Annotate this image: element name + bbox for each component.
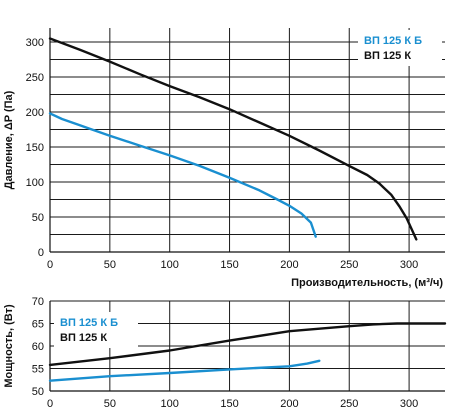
legend-entry: ВП 125 К xyxy=(60,332,107,344)
x-tick-label: 250 xyxy=(340,398,358,410)
x-axis-label: Производительность, (м³/ч) xyxy=(291,277,443,289)
y-tick-label: 70 xyxy=(32,296,44,308)
series-line xyxy=(48,37,418,241)
x-tick-label: 0 xyxy=(47,398,53,410)
series-line xyxy=(48,359,321,382)
legend-entry: ВП 125 К Б xyxy=(60,317,118,329)
y-tick-label: 150 xyxy=(26,142,44,154)
legend-entry: ВП 125 К Б xyxy=(364,35,422,47)
series-line xyxy=(48,112,317,238)
x-tick-label: 100 xyxy=(161,398,179,410)
chart-pressure xyxy=(48,28,445,253)
y-tick-label: 250 xyxy=(26,72,44,84)
y-tick-label: 60 xyxy=(32,341,44,353)
y-tick-label: 300 xyxy=(26,37,44,49)
x-tick-label: 150 xyxy=(220,398,238,410)
y-tick-label: 200 xyxy=(26,107,44,119)
x-tick-label: 200 xyxy=(280,398,298,410)
legend-box xyxy=(54,312,138,348)
x-tick-label: 300 xyxy=(400,259,418,271)
x-tick-label: 300 xyxy=(400,398,418,410)
y-tick-label: 100 xyxy=(26,177,44,189)
x-tick-label: 200 xyxy=(280,259,298,271)
legend-box xyxy=(358,30,442,66)
y-tick-label: 0 xyxy=(38,247,44,259)
y-tick-label: 65 xyxy=(32,319,44,331)
x-tick-label: 0 xyxy=(47,259,53,271)
y-tick-label: 50 xyxy=(32,212,44,224)
series-line xyxy=(48,322,447,367)
x-tick-label: 50 xyxy=(104,398,116,410)
x-tick-label: 100 xyxy=(161,259,179,271)
legend-entry: ВП 125 К xyxy=(364,50,411,62)
x-tick-label: 250 xyxy=(340,259,358,271)
y-axis-label: Мощность, (Вт) xyxy=(3,304,15,388)
y-tick-label: 55 xyxy=(32,364,44,376)
x-tick-label: 150 xyxy=(220,259,238,271)
y-tick-label: 50 xyxy=(32,386,44,398)
y-axis-label: Давление, ΔP (Па) xyxy=(3,90,15,189)
x-tick-label: 50 xyxy=(104,259,116,271)
chart-power xyxy=(48,300,447,392)
